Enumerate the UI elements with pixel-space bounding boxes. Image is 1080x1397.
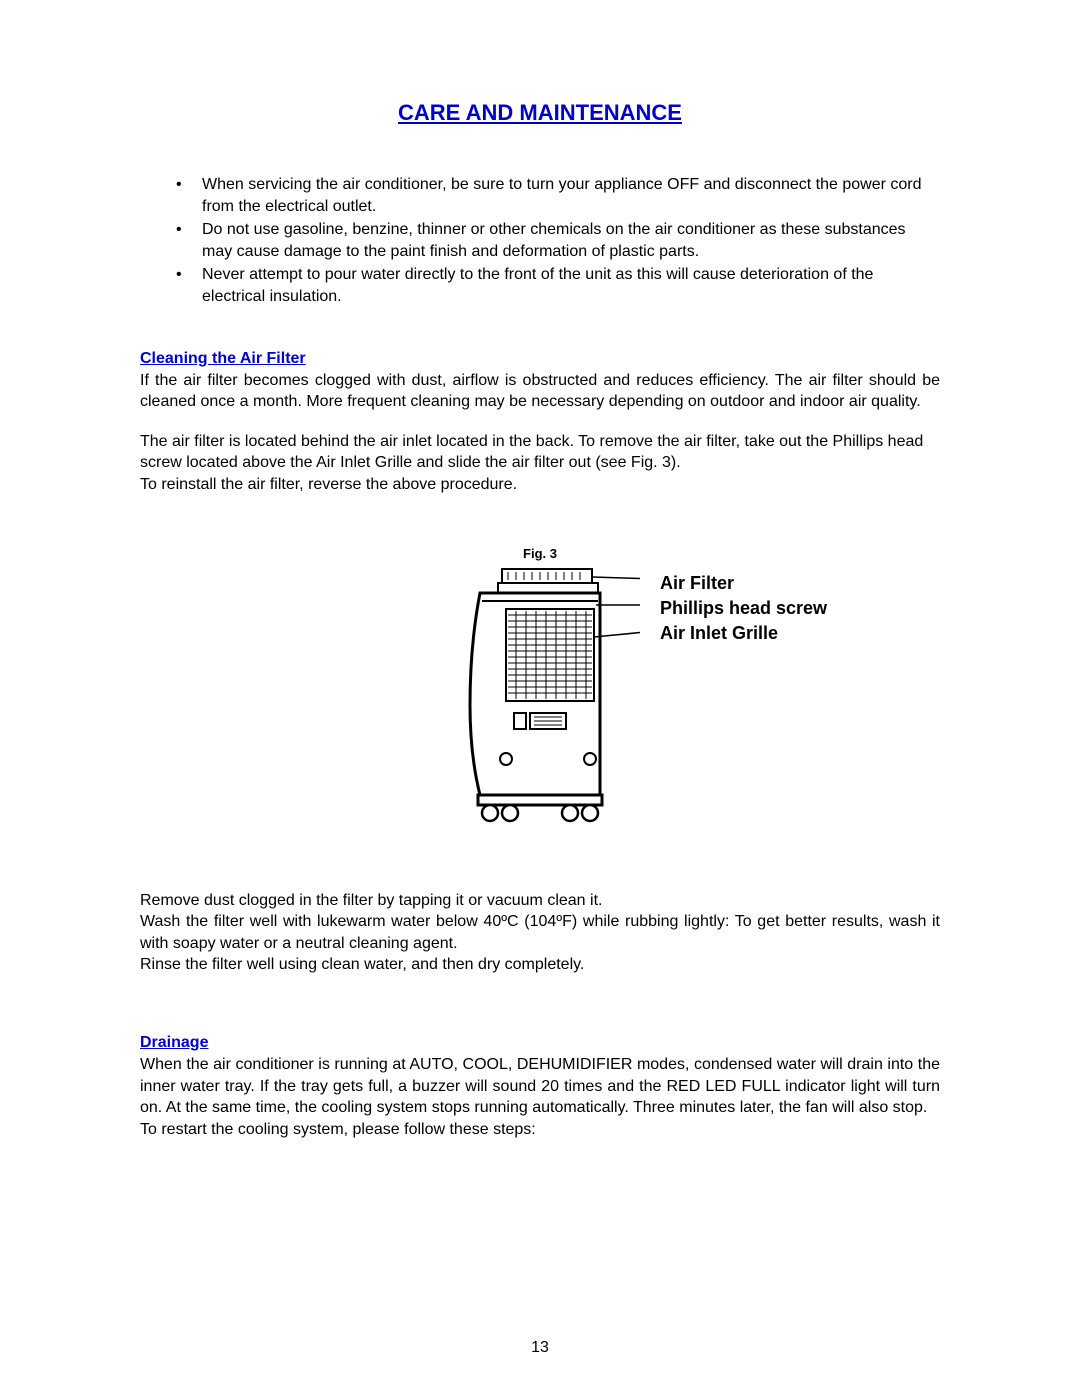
drainage-text: When the air conditioner is running at A… bbox=[140, 1054, 940, 1119]
warnings-list: When servicing the air conditioner, be s… bbox=[176, 174, 940, 308]
figure-label-grille: Air Inlet Grille bbox=[660, 623, 827, 644]
figure-label-air-filter: Air Filter bbox=[660, 573, 827, 594]
page-number: 13 bbox=[0, 1339, 1080, 1357]
figure-3: Fig. 3 bbox=[140, 546, 940, 830]
figure-label-screw: Phillips head screw bbox=[660, 598, 827, 619]
page-title: CARE AND MAINTENANCE bbox=[140, 100, 940, 126]
filter-clean-step1: Remove dust clogged in the filter by tap… bbox=[140, 890, 940, 912]
filter-clean-step3: Rinse the filter well using clean water,… bbox=[140, 954, 940, 976]
warning-item: Never attempt to pour water directly to … bbox=[176, 264, 940, 307]
filter-location-text: The air filter is located behind the air… bbox=[140, 431, 940, 496]
drainage-restart-text: To restart the cooling system, please fo… bbox=[140, 1119, 940, 1141]
warning-item: When servicing the air conditioner, be s… bbox=[176, 174, 940, 217]
warning-item: Do not use gasoline, benzine, thinner or… bbox=[176, 219, 940, 262]
appliance-diagram-icon bbox=[440, 565, 640, 825]
section-heading-drainage: Drainage bbox=[140, 1034, 940, 1052]
section-heading-filter: Cleaning the Air Filter bbox=[140, 350, 940, 368]
filter-intro-text: If the air filter becomes clogged with d… bbox=[140, 370, 940, 413]
figure-caption: Fig. 3 bbox=[140, 546, 940, 561]
filter-clean-step2: Wash the filter well with lukewarm water… bbox=[140, 911, 940, 954]
